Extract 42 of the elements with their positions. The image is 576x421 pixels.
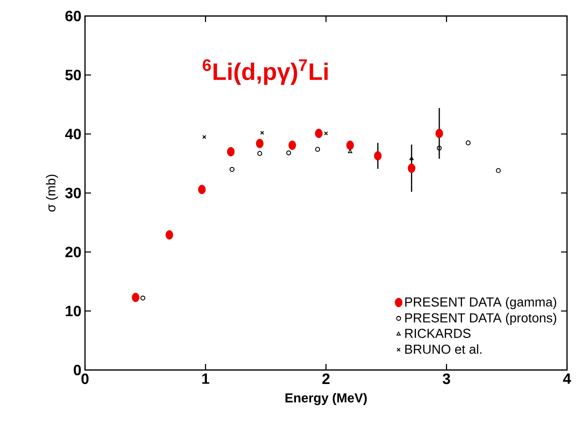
point <box>374 151 382 161</box>
legend-label: PRESENT DATA (protons) <box>405 312 556 326</box>
y-tick-label: 0 <box>74 364 81 376</box>
x-tick-label: 0 <box>81 374 89 384</box>
x-axis-title: Energy (MeV) <box>285 392 367 406</box>
x-tick-label: 3 <box>442 374 450 384</box>
point <box>166 230 174 240</box>
point <box>324 131 328 136</box>
y-tick-label: 40 <box>65 128 81 140</box>
point <box>466 140 471 146</box>
point <box>435 128 444 138</box>
point <box>260 130 264 135</box>
point <box>288 140 296 150</box>
point <box>314 128 323 138</box>
y-tick-label: 10 <box>66 306 81 316</box>
y-tick-label: 30 <box>65 188 81 198</box>
y-tick-label: 20 <box>65 246 81 258</box>
y-tick-label: 50 <box>65 70 81 80</box>
point <box>230 166 234 172</box>
point <box>256 138 264 148</box>
legend-label: RICKARDS <box>405 328 471 338</box>
legend-label: PRESENT DATA (gamma) <box>405 297 556 310</box>
point <box>286 150 292 156</box>
legend-label: BRUNO et al. <box>405 344 482 354</box>
point <box>140 296 146 300</box>
point <box>408 164 416 173</box>
point <box>315 146 320 152</box>
point <box>198 184 206 194</box>
point <box>132 292 140 302</box>
point <box>436 146 442 151</box>
y-axis-title: σ (mb) <box>46 174 58 212</box>
point <box>348 149 352 154</box>
point <box>409 156 414 160</box>
point <box>496 168 501 174</box>
point <box>257 151 262 156</box>
point <box>346 140 354 150</box>
point <box>227 147 235 156</box>
x-tick-label: 2 <box>322 374 330 384</box>
x-tick-label: 4 <box>563 374 572 384</box>
y-tick-label: 60 <box>65 10 81 22</box>
text: $^{6}$Li(d,pγ)$^{7}$Li <box>202 59 328 85</box>
x-tick-label: 1 <box>202 374 210 384</box>
